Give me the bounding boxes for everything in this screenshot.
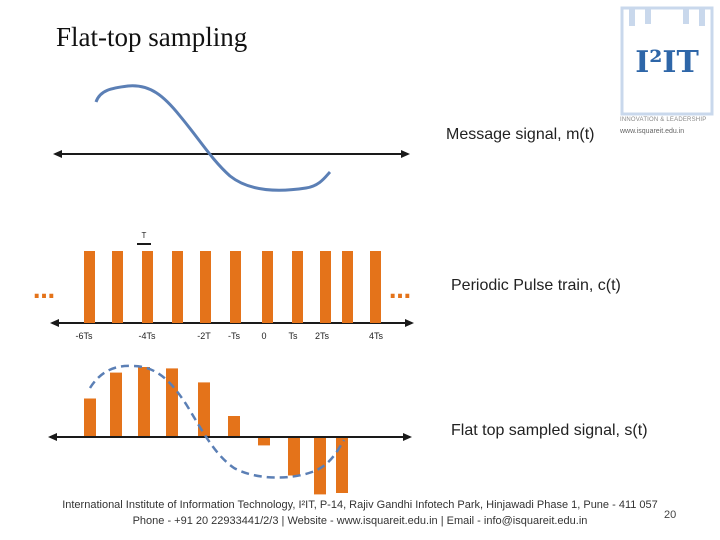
pulse-bar — [142, 251, 153, 323]
pulse-bar — [200, 251, 211, 323]
message-signal-panel — [53, 84, 410, 192]
slide-title: Flat-top sampling — [56, 22, 248, 52]
pulse-width-label: T — [142, 231, 147, 240]
sample-bar — [84, 398, 96, 437]
pulse-bar — [342, 251, 353, 323]
message-signal-curve — [94, 84, 332, 192]
message-signal-label: Message signal, m(t) — [446, 126, 595, 143]
sample-bar — [110, 372, 122, 437]
pulse-bar — [292, 251, 303, 323]
sampled-envelope-curve — [88, 364, 346, 479]
sampled-axis-arrow-right — [403, 433, 412, 441]
pulse-axis-arrow-right — [405, 319, 414, 327]
pulse-tick-label: -4Ts — [138, 331, 156, 341]
logo-mark: I²IT — [635, 45, 699, 80]
pulse-tick-label: 0 — [261, 331, 266, 341]
sample-bar — [198, 382, 210, 437]
sampled-signal-label: Flat top sampled signal, s(t) — [451, 422, 648, 439]
logo-tagline: INNOVATION & LEADERSHIP — [620, 117, 707, 123]
pulse-tick-label: 4Ts — [369, 331, 384, 341]
pulse-tick-label: -2T — [197, 331, 211, 341]
sample-bar — [258, 437, 270, 446]
sampled-axis-arrow-left — [48, 433, 57, 441]
pulse-bar — [172, 251, 183, 323]
page-number: 20 — [664, 509, 677, 521]
pulse-bar — [370, 251, 381, 323]
footer-line-1: International Institute of Information T… — [62, 499, 658, 511]
footer: International Institute of Information T… — [40, 497, 680, 529]
logo-website: www.isquareit.edu.in — [620, 128, 685, 135]
pulse-tick-label: -Ts — [228, 331, 240, 341]
pulse-tick-label: 2Ts — [315, 331, 330, 341]
pulse-bar — [230, 251, 241, 323]
sample-bar — [288, 437, 300, 476]
pulse-train-panel: T … … -6Ts -4Ts -2T -Ts 0 Ts 2Ts 4Ts — [33, 231, 414, 341]
pulse-train-label: Periodic Pulse train, c(t) — [451, 277, 621, 294]
ellipsis-right: … — [389, 279, 411, 304]
pulse-bar — [262, 251, 273, 323]
sample-bar — [228, 416, 240, 437]
sample-bar — [314, 437, 326, 495]
sample-bar — [138, 367, 150, 437]
footer-line-2: Phone - +91 20 22933441/2/3 | Website - … — [132, 515, 588, 527]
pulse-tick-label: -6Ts — [75, 331, 93, 341]
sampled-signal-panel — [48, 364, 412, 495]
pulse-bar — [84, 251, 95, 323]
ellipsis-left: … — [33, 279, 55, 304]
pulse-bar — [112, 251, 123, 323]
pulse-tick-label: Ts — [289, 331, 299, 341]
sample-bar — [336, 437, 348, 493]
message-axis-arrow-left — [53, 150, 62, 158]
pulse-bar — [320, 251, 331, 323]
pulse-axis-arrow-left — [50, 319, 59, 327]
message-axis-arrow-right — [401, 150, 410, 158]
sample-bar — [166, 368, 178, 437]
i2it-logo: I²IT — [620, 6, 714, 116]
